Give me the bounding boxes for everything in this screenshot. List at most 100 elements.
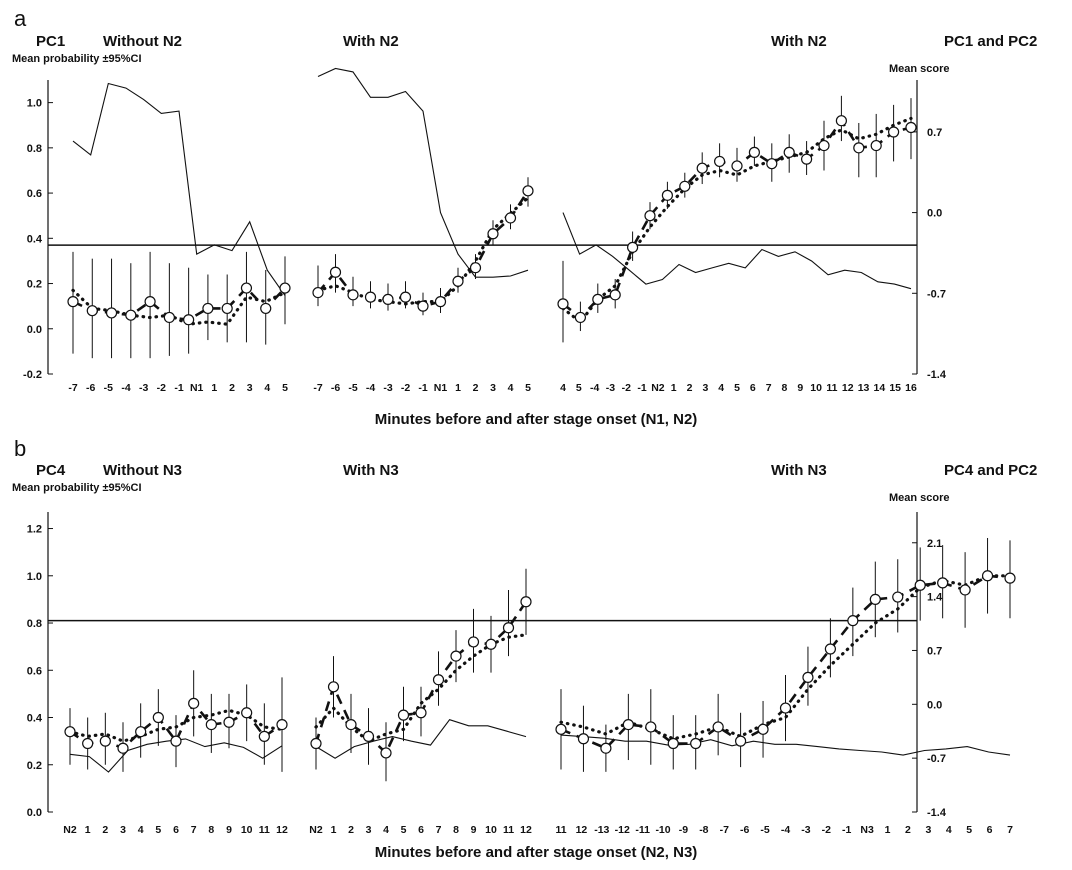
section-title-a-1: Without N2 [103,33,182,50]
data-point [622,718,634,731]
section-1: -7 -6 -5 -4 -3 -2 -1 N1 1 2 3 4 5 [67,82,291,394]
right-tick-label: 0.7 [927,645,942,657]
x-tick-label: 8 [453,824,459,836]
x-tick-label: -1 [842,824,851,836]
pc2-score-line [560,734,1011,756]
x-tick-label: -4 [590,382,599,394]
section-title-b-2: With N3 [343,462,399,479]
x-tick-label: 10 [485,824,497,836]
data-point [467,636,480,648]
data-point [86,305,98,317]
data-point [117,742,129,754]
data-point [279,282,291,294]
data-point [364,291,377,303]
left-tick-label: 0.2 [27,760,42,772]
panel-letter-b: b [14,436,26,461]
x-tick-label: 4 [946,824,952,836]
x-tick-label: 5 [155,824,161,836]
x-tick-label: 9 [471,824,477,836]
left-axis-label-b: Mean probability ±95%CI [12,482,142,494]
section-title-a-2: With N2 [343,33,399,50]
data-point [905,121,917,134]
left-axis-label-a: Mean probability ±95%CI [12,53,142,65]
pc2-score-line [562,212,912,290]
x-tick-label: 7 [436,824,442,836]
data-point [432,674,445,686]
x-tick-label: -6 [331,382,340,394]
right-tick-label: -1.4 [927,369,947,381]
x-tick-label: 12 [520,824,532,836]
data-point [276,718,288,731]
dotted-series-line [316,196,530,306]
x-tick-label: 5 [734,382,740,394]
data-point [64,726,76,738]
data-point [125,309,137,321]
x-tick-label: -1 [174,382,183,394]
x-tick-label: 4 [383,824,389,836]
data-point [241,707,253,719]
x-tick-label: 4 [718,382,724,394]
x-tick-label: 11 [503,824,514,836]
right-tick-label: -0.7 [927,753,946,765]
dotted-series-line [68,708,284,743]
left-tick-label: 0.8 [27,618,42,630]
data-point [522,185,534,197]
left-tick-label: 1.2 [27,524,42,536]
data-point [600,742,612,754]
x-tick-label: 3 [120,824,126,836]
x-tick-label: 11 [826,382,837,394]
x-tick-label: 4 [560,382,566,394]
x-tick-label: -3 [383,382,392,394]
data-point [626,241,639,253]
x-tick-label: -3 [606,382,615,394]
panel-a: a PC1 Without N2 With N2 With N2 PC1 and… [12,6,1037,428]
left-tick-label: 0.8 [27,143,42,155]
data-point [520,596,532,608]
section-3: 11 12 -13 -12 -11 -10 -9 -8 -7 -6 -5 -4 -3 -2 -1 N3 1 2 3 4… [555,537,1016,836]
data-point [847,615,859,627]
data-point [417,300,429,312]
data-point [450,650,462,662]
left-tick-label: 0.0 [27,807,42,819]
data-point [99,735,111,747]
data-point [82,737,94,750]
x-tick-label: 5 [576,382,582,394]
data-point [487,228,499,240]
data-point [327,681,340,693]
x-tick-label: 10 [810,382,822,394]
data-point [399,291,412,303]
left-tick-label: 0.4 [27,233,43,245]
left-tick-label: 0.0 [27,324,42,336]
section-title-a-3: With N2 [771,33,827,50]
x-tick-label: 3 [702,382,708,394]
x-tick-label: 2 [905,824,911,836]
x-tick-label: -6 [86,382,95,394]
dashed-series-line [72,286,286,322]
dotted-series-line [71,288,287,326]
x-tick-label: 3 [925,824,931,836]
data-point [144,296,156,308]
x-tick-label: -13 [594,824,609,836]
x-tick-label: 5 [966,824,972,836]
x-tick-label: -4 [366,382,375,394]
x-tick-label: -2 [822,824,831,836]
data-point [802,671,814,683]
x-tick-label: N2 [63,824,77,836]
data-point [415,707,427,719]
right-axis-label-b: Mean score [889,492,950,504]
x-tick-label: 13 [858,382,870,394]
data-point [779,702,792,714]
x-tick-label: -6 [740,824,749,836]
x-tick-label: -4 [121,382,130,394]
data-point [818,139,830,152]
data-point [981,570,994,582]
x-tick-label: -7 [313,382,322,394]
data-point [205,718,217,731]
data-point [163,311,175,324]
right-axis-label-a: Mean score [889,63,950,75]
x-tick-label: -2 [401,382,410,394]
data-point [380,747,392,759]
x-tick-label: -3 [801,824,810,836]
x-tick-label: -5 [104,382,113,394]
data-point [734,735,747,747]
